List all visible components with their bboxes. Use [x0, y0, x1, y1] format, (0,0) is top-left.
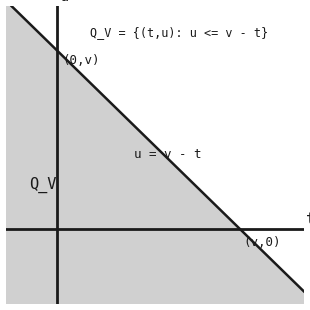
- Text: u: u: [59, 0, 68, 4]
- Text: u = v - t: u = v - t: [134, 148, 202, 161]
- Text: Q_V = {(t,u): u <= v - t}: Q_V = {(t,u): u <= v - t}: [90, 26, 268, 39]
- Text: Q_V: Q_V: [29, 176, 56, 193]
- Text: t: t: [306, 212, 310, 227]
- Text: (v,0): (v,0): [244, 236, 281, 249]
- Polygon shape: [6, 6, 304, 304]
- Text: (0,v): (0,v): [63, 54, 100, 67]
